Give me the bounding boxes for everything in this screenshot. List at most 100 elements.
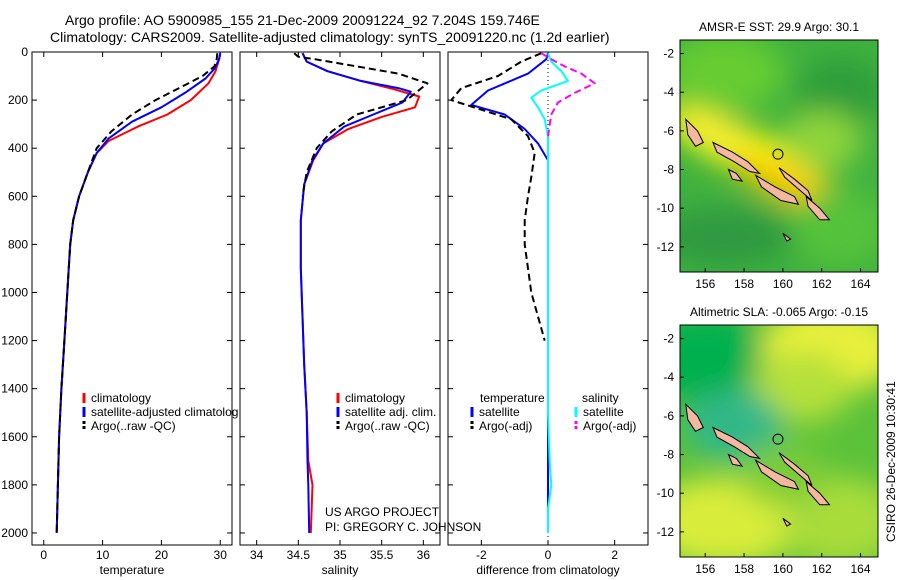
series-line-difference-2 <box>530 52 569 533</box>
map-panel-sla_map: Altimetric SLA: -0.065 Argo: -0.15 156 158… <box>657 305 879 576</box>
map-y-tick-label-sla_map: -6 <box>663 409 674 423</box>
plot-title-line-1: Argo profile: AO 5900985_155 21-Dec-2009… <box>65 12 540 28</box>
y-tick-label: 1000 <box>1 285 28 299</box>
map-y-tick-label-sst_map: -6 <box>663 124 674 138</box>
y-tick-label: 1200 <box>1 334 28 348</box>
series-line-difference-1 <box>450 52 546 341</box>
map-patch-sst_map-0 <box>680 40 785 113</box>
legend-temperature-entry-1: satellite-adjusted climatolog <box>91 405 238 419</box>
credit-line-2: PI: GREGORY C. JOHNSON <box>325 520 481 534</box>
map-field-sst_map <box>680 40 878 272</box>
map-patch-sla_map-2 <box>752 351 853 422</box>
map-x-tick-label-sst_map: 162 <box>812 277 832 291</box>
x-tick-label-temperature: 0 <box>40 548 47 562</box>
y-tick-label: 1400 <box>1 382 28 396</box>
island-sst_map-1 <box>712 141 762 175</box>
legend-temperature-entry-0: climatology <box>91 391 151 405</box>
y-tick-label: 1600 <box>1 430 28 444</box>
x-tick-label-salinity: 36 <box>417 548 431 562</box>
legend-diff-heading-salinity: salinity <box>582 391 619 405</box>
map-x-tick-label-sla_map: 156 <box>695 562 715 576</box>
legend-temperature-entry-2: Argo(..raw -QC) <box>91 419 176 433</box>
x-tick-label-difference: 2 <box>611 548 618 562</box>
map-x-tick-label-sst_map: 164 <box>851 277 871 291</box>
y-tick-label: 200 <box>8 93 28 107</box>
map-x-tick-label-sla_map: 164 <box>851 562 871 576</box>
map-frame-sst_map <box>679 39 879 273</box>
x-tick-label-salinity: 35.5 <box>370 548 394 562</box>
legend-diff-temperature-entry-1: Argo(-adj) <box>479 419 532 433</box>
map-x-tick-label-sla_map: 162 <box>812 562 832 576</box>
map-y-tick-label-sst_map: -12 <box>657 240 675 254</box>
argo-float-marker-sst_map <box>772 148 784 160</box>
x-tick-label-salinity: 34.5 <box>287 548 311 562</box>
island-sst_map-4 <box>778 167 813 201</box>
island-sla_map-5 <box>805 480 831 506</box>
map-x-tick-label-sla_map: 158 <box>734 562 754 576</box>
legend-diff-temperature-entry-0: satellite <box>479 405 520 419</box>
credit-line-1: US ARGO PROJECT <box>325 505 440 519</box>
island-sla_map-2 <box>727 453 744 467</box>
island-sla_map-3 <box>754 458 800 491</box>
map-patch-sla_map-3 <box>684 390 785 461</box>
map-x-tick-label-sla_map: 160 <box>773 562 793 576</box>
island-sst_map-5 <box>805 195 831 221</box>
y-tick-label: 2000 <box>1 526 28 540</box>
axes-frame-temperature <box>31 51 233 546</box>
y-tick-label: 1800 <box>1 478 28 492</box>
series-line-salinity-1 <box>299 52 412 534</box>
map-patch-sst_map-5 <box>680 207 795 268</box>
x-tick-label-temperature: 20 <box>155 548 169 562</box>
map-y-tick-label-sla_map: -12 <box>657 525 675 539</box>
map-y-tick-label-sst_map: -2 <box>663 47 674 61</box>
island-sst_map-3 <box>754 173 800 206</box>
map-x-tick-label-sst_map: 160 <box>773 277 793 291</box>
argo-float-marker-sla_map <box>772 433 784 445</box>
legend-diff-salinity-entry-1: Argo(-adj) <box>583 419 636 433</box>
map-y-tick-label-sst_map: -8 <box>663 163 674 177</box>
map-panel-sst_map: AMSR-E SST: 29.9 Argo: 30.1 156 158 160 162 1… <box>657 20 879 291</box>
x-tick-label-difference: -2 <box>476 548 487 562</box>
legend-diff-salinity-entry-0: satellite <box>583 405 624 419</box>
y-tick-label: 600 <box>8 189 28 203</box>
plot-title-line-2: Climatology: CARS2009. Satellite-adjuste… <box>50 29 610 45</box>
series-line-difference-3 <box>540 52 596 137</box>
island-sst_map-0 <box>685 117 704 147</box>
island-sst_map-2 <box>727 168 744 182</box>
y-tick-label: 400 <box>8 141 28 155</box>
map-x-tick-label-sst_map: 156 <box>695 277 715 291</box>
profile-panel-salinity: 34 34.5 35 35.5 36 salinity climatologysatelli… <box>239 51 441 577</box>
map-field-sla_map <box>680 325 878 557</box>
island-sla_map-6 <box>782 517 792 527</box>
map-frame-sla_map <box>679 324 879 558</box>
y-tick-label: 800 <box>8 237 28 251</box>
map-patch-sla_map-0 <box>680 325 776 403</box>
map-title-sst_map: AMSR-E SST: 29.9 Argo: 30.1 <box>699 20 859 34</box>
csiro-timestamp: CSIRO 26-Dec-2009 10:30:41 <box>884 381 898 542</box>
map-patch-sst_map-6 <box>791 187 878 268</box>
map-patch-sst_map-4 <box>680 108 752 154</box>
island-sla_map-4 <box>778 452 813 486</box>
island-sla_map-0 <box>685 402 704 432</box>
island-sla_map-1 <box>712 426 762 460</box>
legend-salinity-entry-1: satellite adj. clim. <box>345 405 436 419</box>
map-y-tick-label-sst_map: -10 <box>657 201 675 215</box>
series-line-temperature-2 <box>55 53 219 534</box>
map-y-tick-label-sla_map: -8 <box>663 448 674 462</box>
x-axis-label-difference: difference from climatology <box>476 563 619 577</box>
x-tick-label-salinity: 34 <box>250 548 264 562</box>
map-y-tick-label-sla_map: -10 <box>657 486 675 500</box>
x-axis-label-salinity: salinity <box>322 563 359 577</box>
legend-diff-heading-temperature: temperature <box>480 391 545 405</box>
x-tick-label-salinity: 35 <box>333 548 347 562</box>
series-line-temperature-1 <box>55 53 222 534</box>
map-x-tick-label-sst_map: 158 <box>734 277 754 291</box>
map-y-tick-label-sst_map: -4 <box>663 85 674 99</box>
map-patch-sst_map-7 <box>781 110 862 171</box>
map-title-sla_map: Altimetric SLA: -0.065 Argo: -0.15 <box>690 305 868 319</box>
map-y-tick-label-sla_map: -4 <box>663 370 674 384</box>
legend-salinity-entry-2: Argo(..raw -QC) <box>345 419 430 433</box>
x-axis-label-temperature: temperature <box>100 563 165 577</box>
